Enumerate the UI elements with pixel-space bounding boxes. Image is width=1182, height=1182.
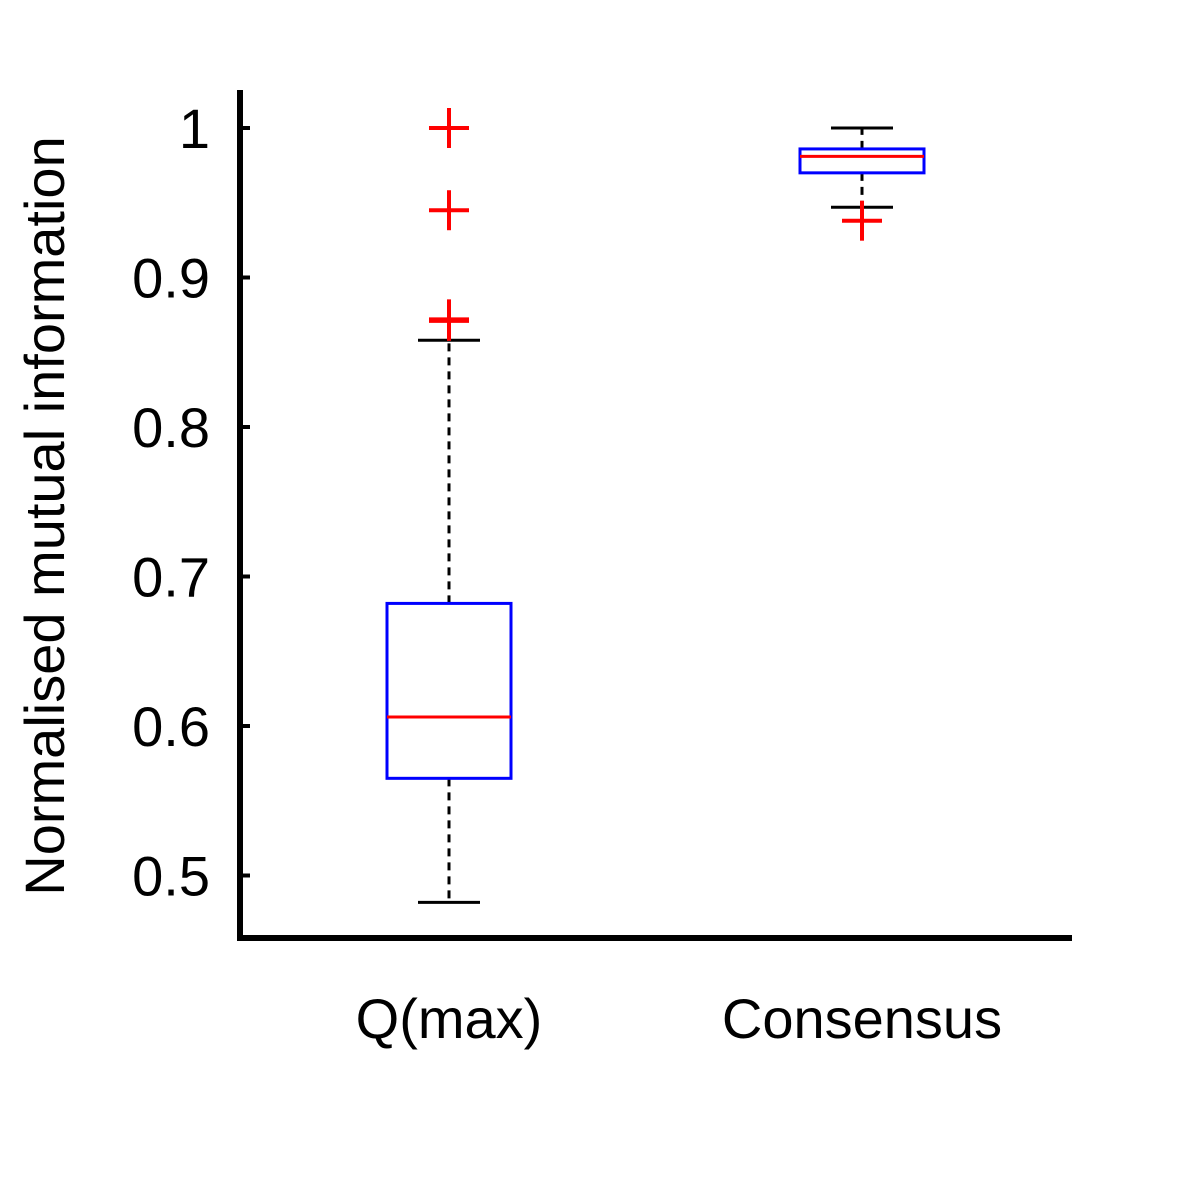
iqr-box <box>385 601 513 780</box>
outlier-marker <box>429 108 469 148</box>
y-ticks: 0.5 0.6 0.7 0.8 0.9 1 <box>132 97 250 908</box>
y-tick-label: 0.8 <box>132 396 210 459</box>
y-tick-label: 0.7 <box>132 546 210 609</box>
y-tick-label: 0.9 <box>132 247 210 310</box>
outlier-marker <box>842 200 882 241</box>
category-label: Consensus <box>722 987 1002 1050</box>
axes <box>237 90 1072 941</box>
category-label: Q(max) <box>356 987 543 1050</box>
box-qmax <box>385 108 513 904</box>
y-tick-label: 0.6 <box>132 695 210 758</box>
y-axis-title: Normalised mutual information <box>13 136 76 895</box>
category-labels: Q(max) Consensus <box>356 987 1002 1050</box>
y-tick-label: 0.5 <box>132 845 210 908</box>
outlier-marker <box>429 190 469 231</box>
y-tick-label: 1 <box>179 97 210 160</box>
box-consensus <box>798 126 926 241</box>
iqr-box <box>798 147 926 175</box>
outlier-marker <box>429 299 469 340</box>
boxes <box>385 108 926 904</box>
